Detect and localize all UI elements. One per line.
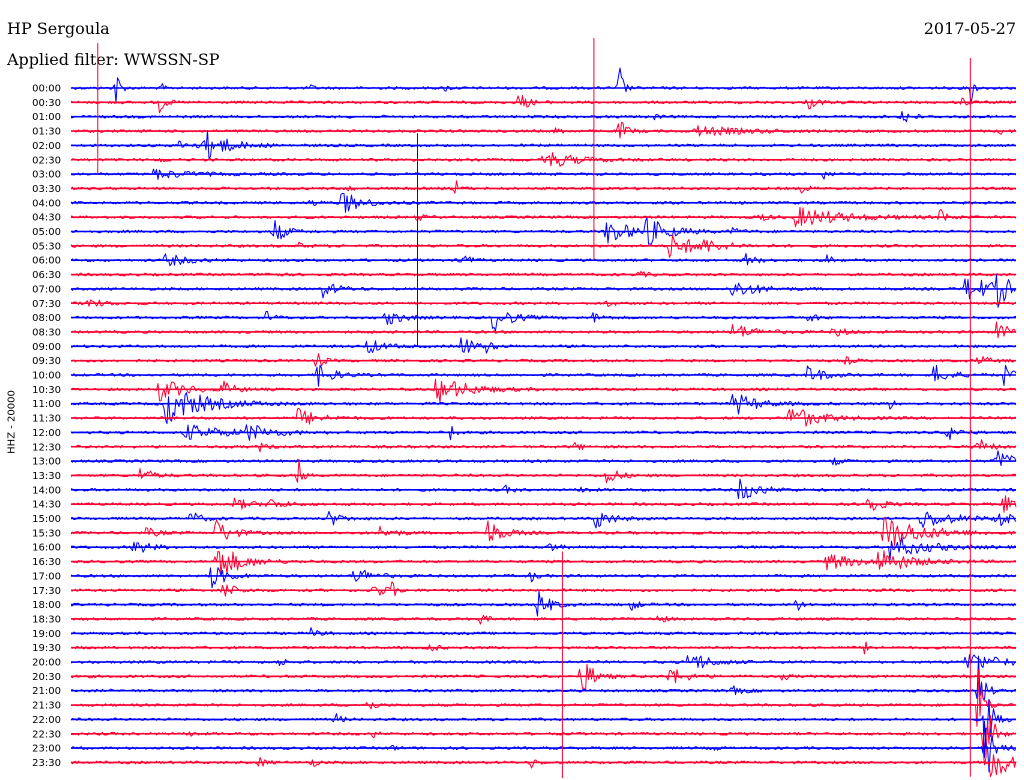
time-tick-label: 06:00 bbox=[32, 256, 61, 267]
time-tick-label: 01:00 bbox=[32, 112, 61, 123]
time-tick-label: 18:30 bbox=[32, 614, 61, 625]
seismic-trace-1230 bbox=[70, 439, 1017, 453]
seismic-trace-0330 bbox=[70, 180, 1017, 194]
time-tick-label: 00:30 bbox=[32, 98, 61, 109]
seismic-trace-1500 bbox=[70, 510, 1017, 529]
time-tick-label: 11:30 bbox=[32, 414, 61, 425]
seismic-trace-1300 bbox=[70, 450, 1017, 466]
time-tick-label: 06:30 bbox=[32, 270, 61, 281]
seismic-trace-2300 bbox=[70, 720, 1017, 773]
seismic-trace-2030 bbox=[70, 663, 1017, 692]
time-tick-label: 16:30 bbox=[32, 557, 61, 568]
seismic-trace-1030 bbox=[70, 378, 1017, 404]
time-tick-label: 02:30 bbox=[32, 155, 61, 166]
time-tick-label: 21:30 bbox=[32, 701, 61, 712]
time-tick-label: 20:00 bbox=[32, 658, 61, 669]
seismic-trace-1630 bbox=[70, 550, 1017, 577]
time-tick-label: 12:30 bbox=[32, 442, 61, 453]
time-tick-label: 10:30 bbox=[32, 385, 61, 396]
time-tick-label: 15:30 bbox=[32, 528, 61, 539]
seismic-trace-1530 bbox=[70, 516, 1017, 546]
time-tick-label: 19:30 bbox=[32, 643, 61, 654]
seismic-trace-2230 bbox=[70, 715, 1017, 766]
time-tick-label: 01:30 bbox=[32, 127, 61, 138]
time-tick-label: 12:00 bbox=[32, 428, 61, 439]
seismic-trace-1330 bbox=[70, 459, 1017, 484]
time-tick-label: 13:00 bbox=[32, 457, 61, 468]
time-tick-label: 04:30 bbox=[32, 213, 61, 224]
time-tick-label: 04:00 bbox=[32, 198, 61, 209]
time-tick-label: 14:00 bbox=[32, 485, 61, 496]
station-title: HP Sergoula bbox=[7, 19, 110, 38]
seismic-trace-0030 bbox=[70, 95, 1017, 114]
time-tick-label: 07:30 bbox=[32, 299, 61, 310]
time-tick-label: 02:00 bbox=[32, 141, 61, 152]
seismic-trace-0000 bbox=[70, 67, 1017, 105]
seismic-trace-1000 bbox=[70, 364, 1017, 387]
time-tick-label: 03:00 bbox=[32, 170, 61, 181]
time-tick-label: 17:00 bbox=[32, 571, 61, 582]
time-tick-label: 11:00 bbox=[32, 399, 61, 410]
filter-label: Applied filter: WWSSN-SP bbox=[7, 50, 220, 69]
time-tick-label: 08:30 bbox=[32, 327, 61, 338]
time-tick-label: 03:30 bbox=[32, 184, 61, 195]
seismic-trace-2200 bbox=[70, 698, 1017, 759]
seismic-trace-0830 bbox=[70, 321, 1017, 339]
seismic-trace-1400 bbox=[70, 478, 1017, 500]
time-tick-label: 22:00 bbox=[32, 715, 61, 726]
seismic-trace-2130 bbox=[70, 669, 1017, 727]
time-tick-label: 15:00 bbox=[32, 514, 61, 525]
time-tick-label: 17:30 bbox=[32, 586, 61, 597]
seismic-trace-0430 bbox=[70, 206, 1017, 228]
seismic-trace-0930 bbox=[70, 353, 1017, 367]
time-tick-label: 09:00 bbox=[32, 342, 61, 353]
time-tick-label: 08:00 bbox=[32, 313, 61, 324]
time-tick-label: 21:00 bbox=[32, 686, 61, 697]
seismic-trace-2330 bbox=[70, 754, 1017, 778]
seismic-trace-1900 bbox=[70, 627, 1017, 636]
seismic-trace-0900 bbox=[70, 337, 1017, 354]
time-tick-label: 07:00 bbox=[32, 284, 61, 295]
time-tick-label: 05:30 bbox=[32, 241, 61, 252]
time-tick-label: 22:30 bbox=[32, 729, 61, 740]
time-tick-label: 16:00 bbox=[32, 543, 61, 554]
seismic-trace-0200 bbox=[70, 130, 1016, 159]
time-tick-label: 09:30 bbox=[32, 356, 61, 367]
seismic-trace-1200 bbox=[70, 424, 1017, 441]
time-tick-label: 05:00 bbox=[32, 227, 61, 238]
time-tick-label: 19:00 bbox=[32, 629, 61, 640]
seismic-trace-1700 bbox=[70, 567, 1017, 589]
seismic-trace-1800 bbox=[70, 590, 1017, 617]
time-tick-label: 10:00 bbox=[32, 371, 61, 382]
time-tick-label: 20:30 bbox=[32, 672, 61, 683]
date-label: 2017-05-27 bbox=[923, 19, 1016, 38]
time-tick-label: 23:30 bbox=[32, 758, 61, 769]
time-tick-label: 13:30 bbox=[32, 471, 61, 482]
seismic-trace-0800 bbox=[70, 311, 1017, 332]
time-tick-label: 00:00 bbox=[32, 84, 61, 95]
time-tick-label: 14:30 bbox=[32, 500, 61, 511]
time-tick-label: 18:00 bbox=[32, 600, 61, 611]
time-tick-label: 23:00 bbox=[32, 744, 61, 755]
seismic-trace-1100 bbox=[70, 392, 1017, 425]
seismic-trace-1600 bbox=[70, 537, 1017, 561]
